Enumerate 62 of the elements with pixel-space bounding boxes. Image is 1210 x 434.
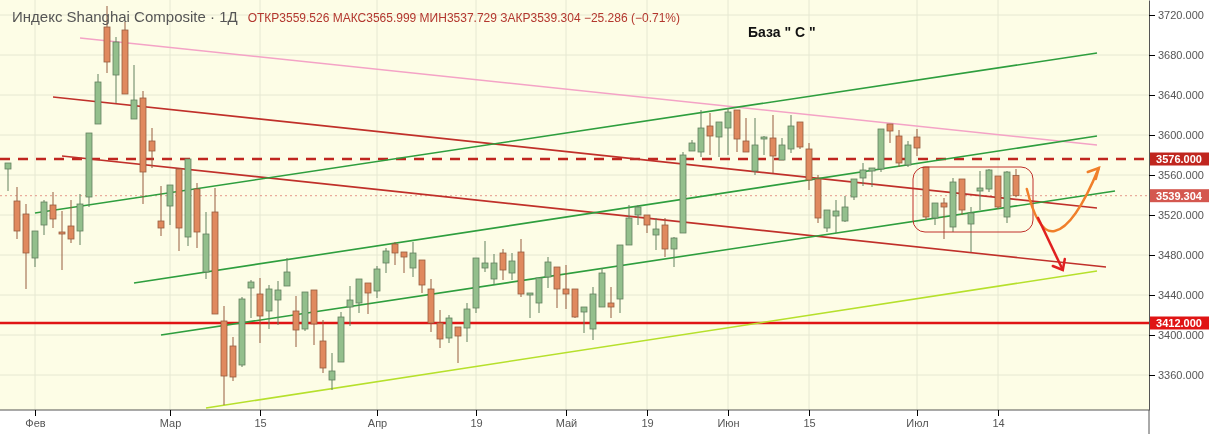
x-tick-label: 19 [470,416,483,429]
candlestick [247,279,255,319]
candlestick [652,217,660,251]
candlestick [49,191,57,229]
x-tick-label: Май [555,416,578,429]
y-tick-label: 3560.000 [1158,169,1204,182]
candlestick [670,236,678,268]
candlestick [499,248,507,281]
candlestick [661,217,669,258]
candlestick [166,184,174,226]
x-tick-label: 15 [803,416,816,429]
y-tick-label: 3400.000 [1158,329,1204,342]
y-tick-label: 3440.000 [1158,289,1204,302]
x-tick-label: Июл [906,416,929,429]
candlestick [4,162,12,192]
y-tick-label: 3360.000 [1158,369,1204,382]
x-tick-label: 15 [254,416,267,429]
y-tick-label: 3640.000 [1158,89,1204,102]
candlestick [634,204,642,226]
candlestick [382,247,390,274]
candlestick [508,252,516,281]
candlestick [931,202,939,226]
text: Индекс Shanghai Composite · 1Д [12,8,238,25]
candlestick [157,185,165,237]
candlestick [886,123,894,144]
candlestick [742,117,750,153]
y-tick-label: 3600.000 [1158,129,1204,142]
x-tick-label: Мар [159,416,182,429]
candlestick [328,352,336,391]
y-tick-label: 3720.000 [1158,9,1204,22]
candlestick [409,241,417,278]
candlestick [940,197,948,240]
candlestick [967,206,975,253]
x-tick-label: Фев [25,416,46,429]
candlestick [454,326,462,364]
candlestick [760,135,768,156]
candlestick [1012,168,1020,198]
candlestick [373,265,381,299]
candlestick [292,295,300,348]
candlestick [283,257,291,287]
annotation: База " С " [748,24,816,40]
text: ОТКР3559.526 МАКС3565.999 МИН3537.729 ЗАКР3539.304 −25.286 (−0.71%) [247,11,680,25]
candlestick [364,282,372,315]
candlestick [130,64,138,120]
ref-line-label: 3576.000 [1156,153,1202,165]
candlestick [706,112,714,156]
candlestick [256,277,264,344]
y-tick-label: 3480.000 [1158,249,1204,262]
candlestick [904,140,912,168]
ref-line-label: 3412.000 [1156,317,1202,329]
candlestick [445,314,453,344]
x-tick-label: Апр [367,416,388,429]
y-tick-label: 3520.000 [1158,209,1204,222]
y-tick-label: 3680.000 [1158,49,1204,62]
x-tick-label: Июн [717,416,740,429]
x-tick-label: 19 [641,416,654,429]
ref-line-label: 3539.304 [1156,189,1203,202]
x-tick-label: 14 [992,416,1005,429]
candlestick [769,114,777,174]
candlestick [40,199,48,236]
candlestick [913,128,921,157]
candlestick [607,286,615,319]
